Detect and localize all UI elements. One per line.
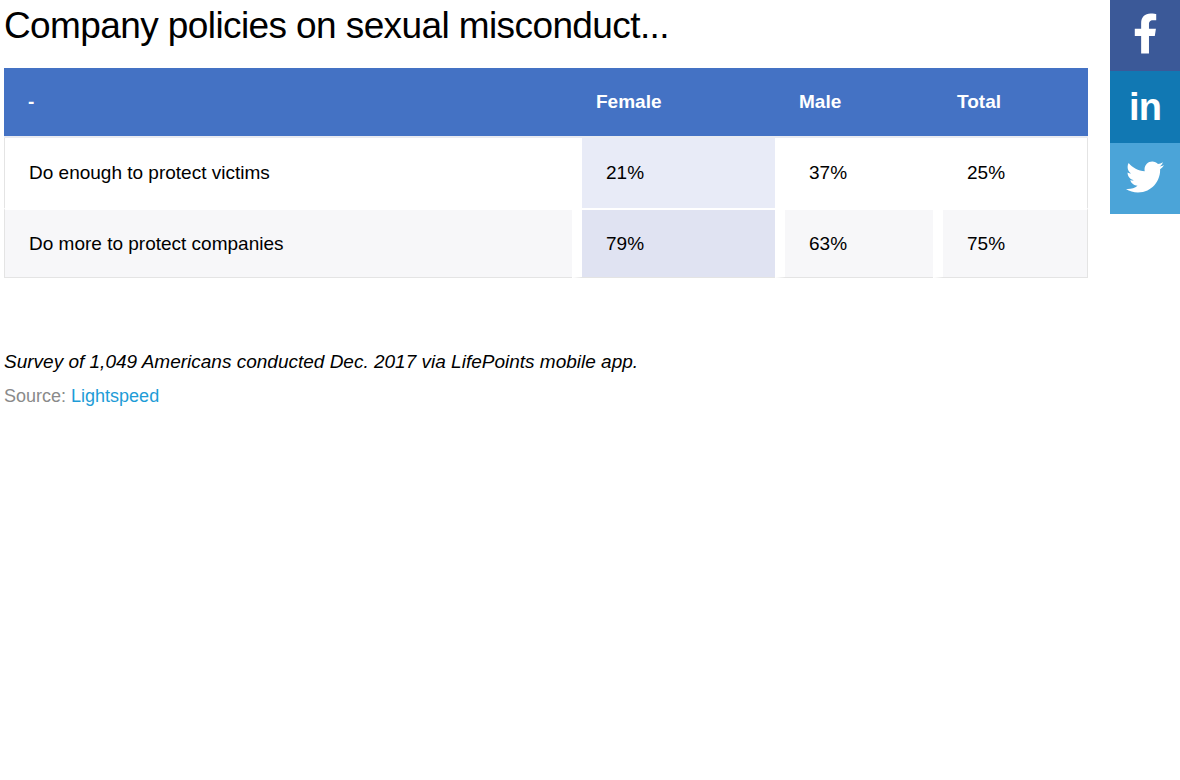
table-row: Do enough to protect victims 21% 37% 25% xyxy=(4,138,1088,208)
cell-total: 25% xyxy=(933,138,1088,208)
source-link[interactable]: Lightspeed xyxy=(71,386,159,406)
twitter-share-button[interactable] xyxy=(1110,143,1180,214)
survey-footnote: Survey of 1,049 Americans conducted Dec.… xyxy=(4,351,1088,373)
chart-widget: Company policies on sexual misconduct...… xyxy=(4,0,1088,407)
twitter-icon xyxy=(1123,158,1167,200)
source-line: Source: Lightspeed xyxy=(4,386,1088,407)
cell-male: 63% xyxy=(775,208,933,278)
page-title: Company policies on sexual misconduct... xyxy=(4,0,1088,48)
share-rail: in xyxy=(1110,0,1180,214)
header-cell-female[interactable]: Female xyxy=(572,68,775,138)
row-label: Do enough to protect victims xyxy=(4,138,572,208)
row-label: Do more to protect companies xyxy=(4,208,572,278)
linkedin-share-button[interactable]: in xyxy=(1110,71,1180,143)
facebook-share-button[interactable] xyxy=(1110,0,1180,71)
header-sort-cell[interactable]: - xyxy=(4,68,572,138)
header-cell-total[interactable]: Total xyxy=(933,68,1088,138)
cell-female: 21% xyxy=(572,138,775,208)
data-table: - Female Male Total Do enough to protect… xyxy=(4,68,1088,278)
linkedin-icon: in xyxy=(1129,88,1161,126)
facebook-icon xyxy=(1133,11,1158,60)
cell-male: 37% xyxy=(775,138,933,208)
cell-total: 75% xyxy=(933,208,1088,278)
cell-female: 79% xyxy=(572,208,775,278)
table-row: Do more to protect companies 79% 63% 75% xyxy=(4,208,1088,278)
source-label: Source: xyxy=(4,386,66,406)
table-header: - Female Male Total xyxy=(4,68,1088,138)
header-cell-male[interactable]: Male xyxy=(775,68,933,138)
page: Company policies on sexual misconduct...… xyxy=(0,0,1180,780)
